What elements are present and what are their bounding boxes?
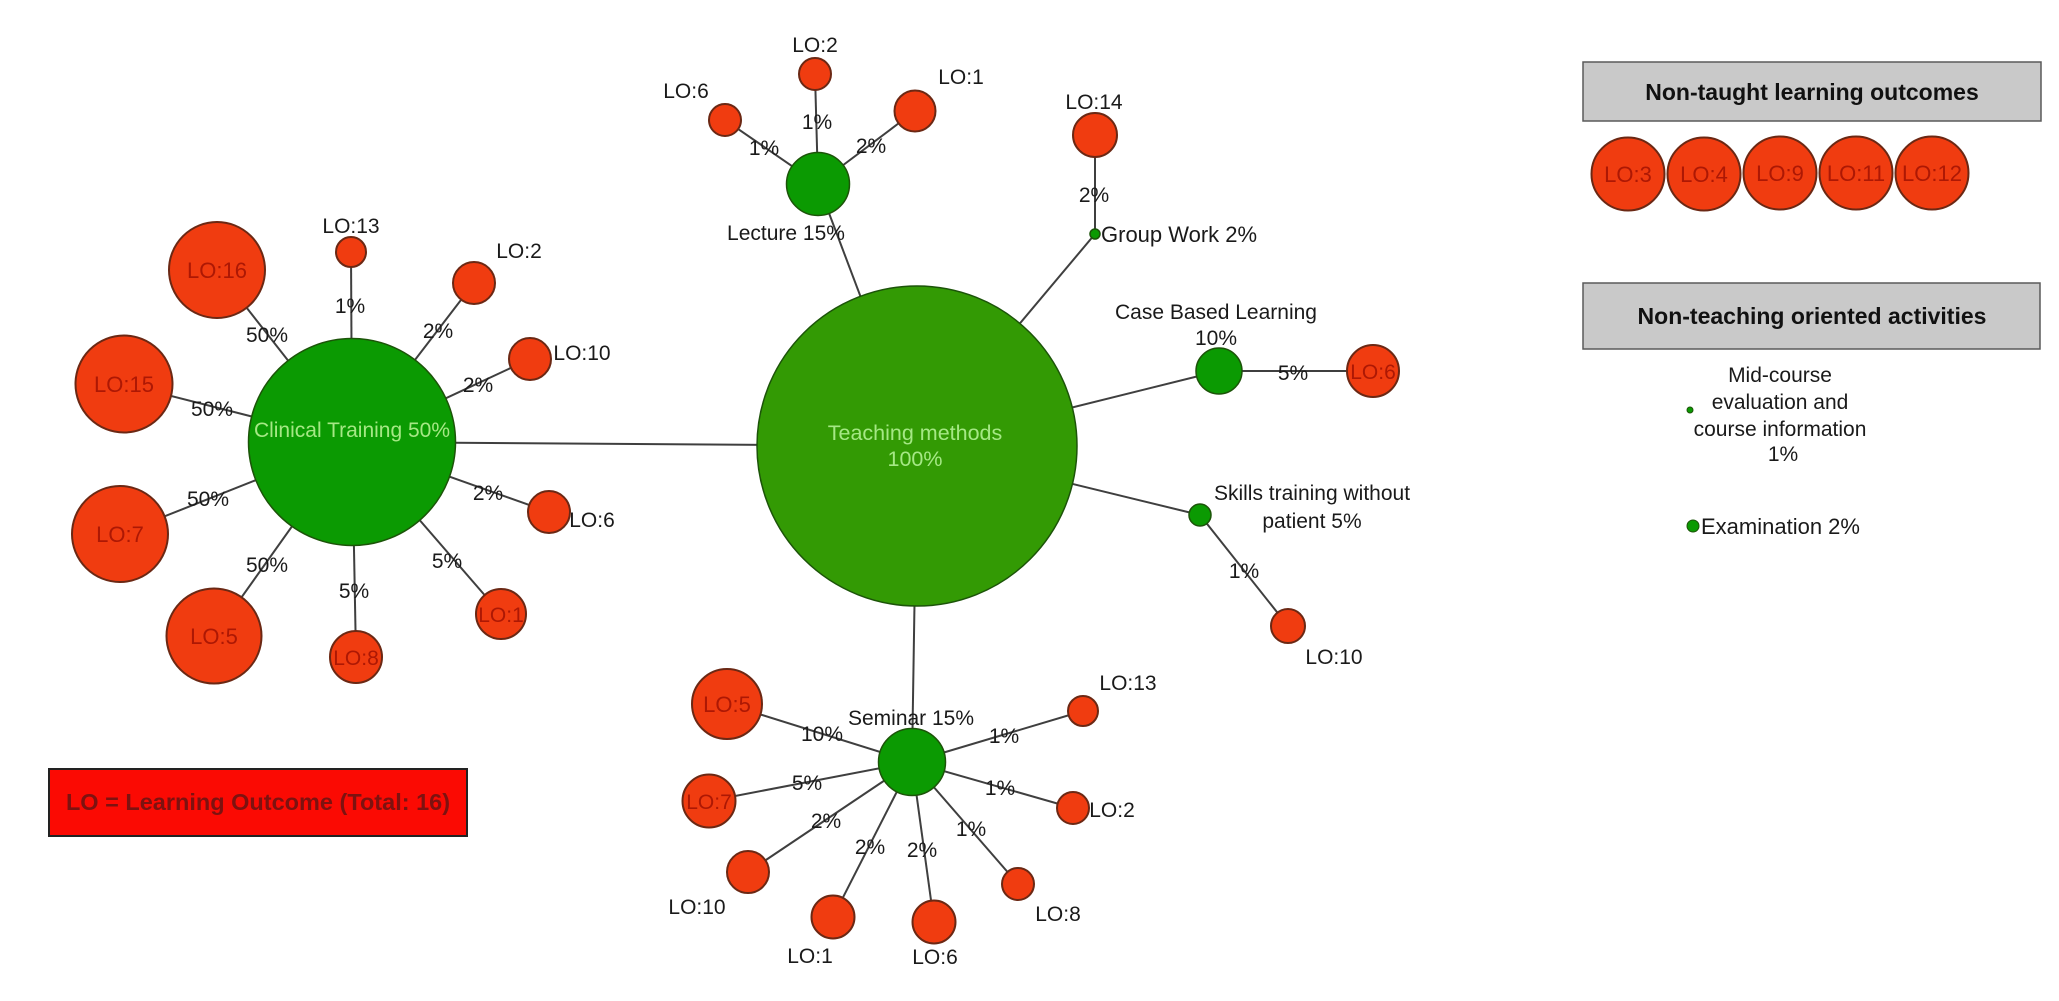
svg-text:10%: 10%: [801, 723, 843, 746]
svg-text:LO:6: LO:6: [1350, 361, 1396, 384]
svg-text:LO:5: LO:5: [703, 692, 751, 717]
svg-text:LO:8: LO:8: [333, 647, 379, 670]
svg-text:5%: 5%: [432, 550, 462, 573]
svg-text:LO:15: LO:15: [94, 372, 154, 397]
svg-text:Examination 2%: Examination 2%: [1701, 514, 1860, 539]
svg-text:1%: 1%: [335, 295, 365, 318]
svg-text:LO:10: LO:10: [553, 342, 610, 365]
svg-text:50%: 50%: [246, 324, 288, 347]
svg-text:100%: 100%: [888, 447, 943, 471]
svg-text:50%: 50%: [187, 488, 229, 511]
svg-text:5%: 5%: [339, 580, 369, 603]
svg-text:LO:16: LO:16: [187, 258, 247, 283]
svg-text:1%: 1%: [1229, 560, 1259, 583]
svg-text:2%: 2%: [907, 839, 937, 862]
svg-text:LO:13: LO:13: [322, 215, 379, 238]
svg-text:LO:7: LO:7: [96, 522, 144, 547]
svg-text:LO = Learning Outcome (Total:: LO = Learning Outcome (Total: 16): [66, 789, 450, 815]
svg-text:Mid-course: Mid-course: [1728, 364, 1832, 387]
svg-text:1%: 1%: [1768, 443, 1798, 466]
svg-text:evaluation and: evaluation and: [1712, 391, 1849, 414]
svg-text:1%: 1%: [802, 111, 832, 134]
svg-text:Clinical Training 50%: Clinical Training 50%: [254, 419, 450, 442]
svg-text:LO:6: LO:6: [663, 80, 709, 103]
svg-text:2%: 2%: [855, 836, 885, 859]
svg-text:LO:3: LO:3: [1604, 162, 1652, 187]
svg-text:1%: 1%: [985, 777, 1015, 800]
svg-text:5%: 5%: [792, 772, 822, 795]
svg-text:2%: 2%: [811, 810, 841, 833]
svg-text:1%: 1%: [989, 725, 1019, 748]
svg-text:Group Work 2%: Group Work 2%: [1101, 222, 1257, 247]
svg-text:2%: 2%: [423, 320, 453, 343]
svg-text:LO:1: LO:1: [787, 945, 833, 968]
svg-text:LO:10: LO:10: [668, 896, 725, 919]
svg-text:LO:2: LO:2: [792, 34, 838, 57]
svg-text:LO:6: LO:6: [912, 946, 958, 969]
svg-text:Seminar 15%: Seminar 15%: [848, 707, 974, 730]
svg-text:LO:1: LO:1: [478, 604, 524, 627]
svg-text:LO:2: LO:2: [1089, 799, 1135, 822]
svg-text:2%: 2%: [473, 482, 503, 505]
svg-text:patient 5%: patient 5%: [1262, 510, 1361, 533]
svg-text:LO:6: LO:6: [569, 509, 615, 532]
svg-text:2%: 2%: [463, 374, 493, 397]
svg-text:Skills training without: Skills training without: [1214, 482, 1410, 505]
svg-text:LO:5: LO:5: [190, 624, 238, 649]
svg-text:5%: 5%: [1278, 362, 1308, 385]
svg-text:50%: 50%: [191, 398, 233, 421]
svg-text:2%: 2%: [1079, 184, 1109, 207]
svg-text:LO:13: LO:13: [1099, 672, 1156, 695]
svg-text:LO:4: LO:4: [1680, 162, 1728, 187]
svg-text:LO:8: LO:8: [1035, 903, 1081, 926]
svg-text:LO:11: LO:11: [1827, 161, 1885, 186]
svg-text:2%: 2%: [856, 135, 886, 158]
svg-text:10%: 10%: [1195, 327, 1237, 350]
svg-text:LO:2: LO:2: [496, 240, 542, 263]
svg-text:LO:12: LO:12: [1902, 161, 1962, 186]
svg-text:Teaching methods: Teaching methods: [828, 421, 1003, 445]
svg-text:LO:10: LO:10: [1305, 646, 1362, 669]
svg-text:LO:1: LO:1: [938, 66, 984, 89]
svg-text:LO:7: LO:7: [686, 791, 732, 814]
svg-text:LO:9: LO:9: [1756, 161, 1804, 186]
svg-text:course information: course information: [1694, 418, 1867, 441]
svg-text:Non-teaching oriented activiti: Non-teaching oriented activities: [1638, 303, 1987, 329]
svg-text:50%: 50%: [246, 554, 288, 577]
svg-text:LO:14: LO:14: [1065, 91, 1123, 114]
svg-text:Lecture 15%: Lecture 15%: [727, 222, 845, 245]
svg-text:1%: 1%: [956, 818, 986, 841]
svg-text:Non-taught learning outcomes: Non-taught learning outcomes: [1645, 79, 1979, 105]
svg-text:Case Based Learning: Case Based Learning: [1115, 301, 1317, 324]
svg-text:1%: 1%: [749, 137, 779, 160]
